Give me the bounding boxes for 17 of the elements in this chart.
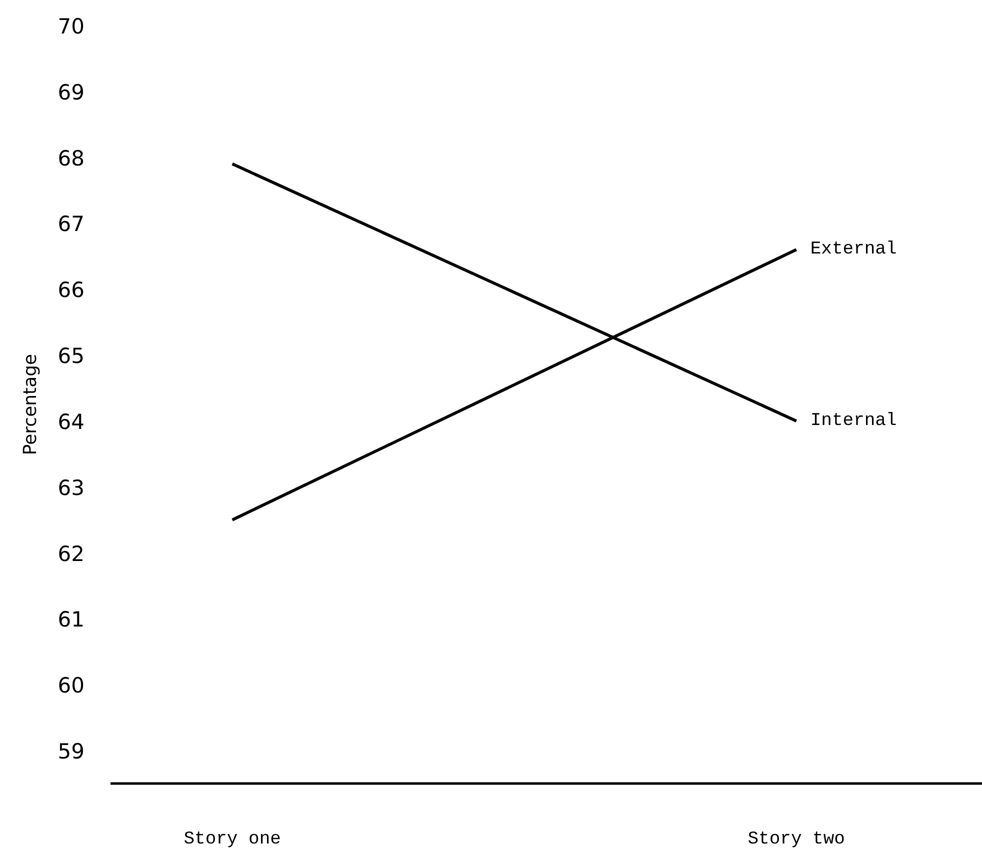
y-tick-label: 67 <box>58 212 85 236</box>
y-tick-label: 61 <box>58 608 85 632</box>
y-tick-label: 70 <box>58 14 85 38</box>
series-label: Internal <box>810 410 897 431</box>
y-axis-title: Percentage <box>20 354 41 456</box>
x-tick-label: Story one <box>184 830 281 850</box>
y-tick-label: 60 <box>58 674 85 698</box>
y-tick-label: 64 <box>58 410 85 434</box>
y-tick-label: 62 <box>58 542 85 566</box>
y-tick-label: 68 <box>58 146 85 170</box>
y-tick-label: 65 <box>58 344 85 368</box>
series-label: External <box>810 240 897 260</box>
y-tick-label: 63 <box>58 476 85 500</box>
y-tick-label: 66 <box>58 278 85 302</box>
y-tick-label: 59 <box>58 740 85 764</box>
y-tick-label: 69 <box>58 80 85 104</box>
x-tick-label: Story two <box>748 830 845 850</box>
